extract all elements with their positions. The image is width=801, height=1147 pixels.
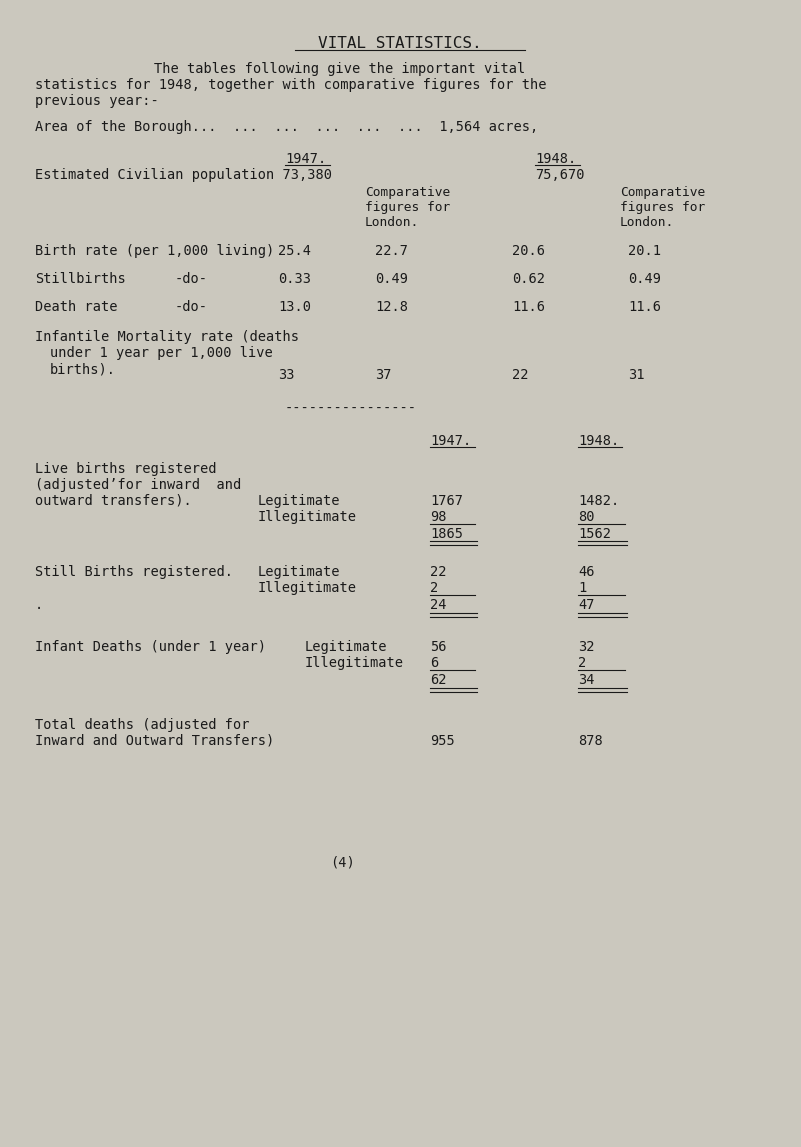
Text: Estimated Civilian population 73,380: Estimated Civilian population 73,380: [35, 167, 332, 182]
Text: 0.49: 0.49: [375, 272, 408, 286]
Text: 98: 98: [430, 510, 446, 524]
Text: -do-: -do-: [175, 301, 208, 314]
Text: .: .: [35, 598, 43, 612]
Text: 0.62: 0.62: [512, 272, 545, 286]
Text: 1948.: 1948.: [535, 153, 576, 166]
Text: 1767: 1767: [430, 494, 463, 508]
Text: 22: 22: [512, 368, 529, 382]
Text: 75,670: 75,670: [535, 167, 585, 182]
Text: 31: 31: [628, 368, 645, 382]
Text: 20.1: 20.1: [628, 244, 661, 258]
Text: Infant Deaths (under 1 year): Infant Deaths (under 1 year): [35, 640, 266, 654]
Text: 25.4: 25.4: [278, 244, 311, 258]
Text: 22.7: 22.7: [375, 244, 408, 258]
Text: Birth rate (per 1,000 living): Birth rate (per 1,000 living): [35, 244, 274, 258]
Text: Illegitimate: Illegitimate: [305, 656, 404, 670]
Text: VITAL STΑTISTICS.: VITAL STΑTISTICS.: [318, 36, 482, 50]
Text: outward transfers).: outward transfers).: [35, 494, 191, 508]
Text: 20.6: 20.6: [512, 244, 545, 258]
Text: 56: 56: [430, 640, 446, 654]
Text: 46: 46: [578, 565, 594, 579]
Text: Death rate: Death rate: [35, 301, 118, 314]
Text: 1562: 1562: [578, 526, 611, 541]
Text: 12.8: 12.8: [375, 301, 408, 314]
Text: previous year:-: previous year:-: [35, 94, 159, 108]
Text: 1482.: 1482.: [578, 494, 619, 508]
Text: Illegitimate: Illegitimate: [258, 510, 357, 524]
Text: figures for: figures for: [365, 201, 450, 214]
Text: Legitimate: Legitimate: [305, 640, 388, 654]
Text: -do-: -do-: [175, 272, 208, 286]
Text: 1947.: 1947.: [285, 153, 326, 166]
Text: Illegitimate: Illegitimate: [258, 582, 357, 595]
Text: (adjustedʼfor inward  and: (adjustedʼfor inward and: [35, 478, 241, 492]
Text: (4): (4): [330, 855, 355, 869]
Text: Inward and Outward Transfers): Inward and Outward Transfers): [35, 734, 274, 748]
Text: Legitimate: Legitimate: [258, 565, 340, 579]
Text: 1865: 1865: [430, 526, 463, 541]
Text: 22: 22: [430, 565, 446, 579]
Text: 2: 2: [578, 656, 586, 670]
Text: Comparative: Comparative: [365, 186, 450, 198]
Text: London.: London.: [365, 216, 419, 229]
Text: Infantile Mortality rate (deaths: Infantile Mortality rate (deaths: [35, 330, 299, 344]
Text: 878: 878: [578, 734, 602, 748]
Text: London.: London.: [620, 216, 674, 229]
Text: under 1 year per 1,000 live: under 1 year per 1,000 live: [50, 346, 273, 360]
Text: 32: 32: [578, 640, 594, 654]
Text: 13.0: 13.0: [278, 301, 311, 314]
Text: ----------------: ----------------: [285, 401, 417, 416]
Text: statistics for 1948, together with comparative figures for the: statistics for 1948, together with compa…: [35, 78, 546, 92]
Text: 2: 2: [430, 582, 438, 595]
Text: The tables following give the important vital: The tables following give the important …: [88, 62, 525, 76]
Text: Area of the Borough...  ...  ...  ...  ...  ...  1,564 acres,: Area of the Borough... ... ... ... ... .…: [35, 120, 538, 134]
Text: Total deaths (adjusted for: Total deaths (adjusted for: [35, 718, 249, 732]
Text: births).: births).: [50, 362, 116, 376]
Text: Legitimate: Legitimate: [258, 494, 340, 508]
Text: Live births registered: Live births registered: [35, 462, 216, 476]
Text: Stillbirths: Stillbirths: [35, 272, 126, 286]
Text: 6: 6: [430, 656, 438, 670]
Text: 37: 37: [375, 368, 392, 382]
Text: 34: 34: [578, 673, 594, 687]
Text: 80: 80: [578, 510, 594, 524]
Text: 1: 1: [578, 582, 586, 595]
Text: 47: 47: [578, 598, 594, 612]
Text: Comparative: Comparative: [620, 186, 705, 198]
Text: 0.49: 0.49: [628, 272, 661, 286]
Text: Still Births registered.: Still Births registered.: [35, 565, 233, 579]
Text: 1947.: 1947.: [430, 434, 471, 448]
Text: 24: 24: [430, 598, 446, 612]
Text: figures for: figures for: [620, 201, 705, 214]
Text: 33: 33: [278, 368, 295, 382]
Text: 62: 62: [430, 673, 446, 687]
Text: 11.6: 11.6: [512, 301, 545, 314]
Text: 955: 955: [430, 734, 455, 748]
Text: 0.33: 0.33: [278, 272, 311, 286]
Text: 1948.: 1948.: [578, 434, 619, 448]
Text: 11.6: 11.6: [628, 301, 661, 314]
